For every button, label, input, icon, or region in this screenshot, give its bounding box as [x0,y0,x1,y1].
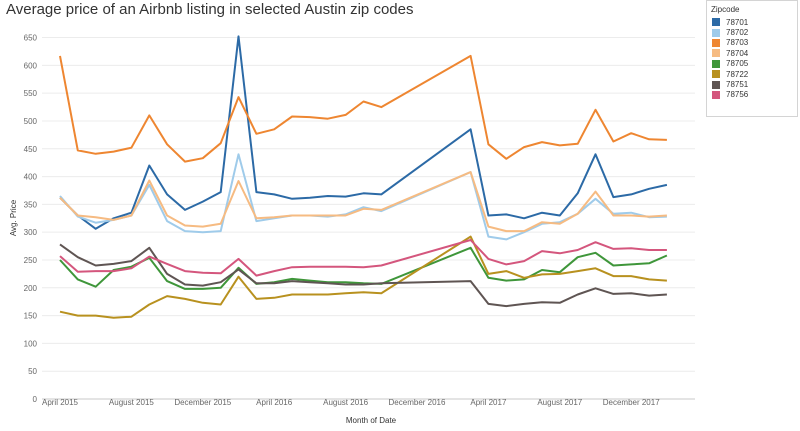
y-axis-title: Avg. Price [9,199,18,236]
legend-label: 78702 [726,28,749,38]
line-chart: 050100150200250300350400450500550600650 … [9,34,695,425]
legend-item-78705[interactable]: 78705 [707,59,797,69]
series-line-78751[interactable] [59,243,667,308]
legend-item-78702[interactable]: 78702 [707,27,797,37]
legend-items: 78701 78702 78703 78704 78705 78722 78751 78756 [707,17,797,100]
y-tick-label: 650 [24,34,38,43]
series-line-78703[interactable] [59,54,667,163]
legend-label: 78756 [726,90,749,100]
legend-swatch [712,28,720,37]
legend-item-78703[interactable]: 78703 [707,38,797,48]
series-line-78722[interactable] [59,235,667,319]
legend-item-78722[interactable]: 78722 [707,69,797,79]
x-axis-ticks: April 2015 August 2015 December 2015 April … [42,398,660,407]
x-tick-label: August 2015 [109,398,154,407]
y-tick-label: 100 [24,339,38,348]
y-tick-label: 550 [24,89,38,98]
legend-item-78751[interactable]: 78751 [707,79,797,89]
y-tick-label: 200 [24,284,38,293]
legend-label: 78701 [726,17,749,27]
x-tick-label: August 2016 [323,398,368,407]
legend-item-78701[interactable]: 78701 [707,17,797,27]
legend-title: Zipcode [711,5,740,14]
legend-label: 78704 [726,48,749,58]
x-tick-label: August 2017 [537,398,582,407]
x-axis-title: Month of Date [346,416,397,425]
legend: Zipcode 78701 78702 78703 78704 78705 78722 78… [706,0,798,117]
legend-swatch [712,49,720,58]
legend-swatch [712,38,720,47]
legend-item-78756[interactable]: 78756 [707,90,797,100]
legend-swatch [712,80,720,89]
legend-swatch [712,18,720,27]
legend-swatch [712,90,720,99]
x-tick-label: December 2016 [389,398,446,407]
x-tick-label: April 2015 [42,398,79,407]
x-tick-label: April 2016 [256,398,293,407]
y-tick-label: 500 [24,117,38,126]
y-tick-label: 400 [24,173,38,182]
legend-swatch [712,59,720,68]
legend-label: 78705 [726,59,749,69]
y-tick-label: 250 [24,256,38,265]
legend-item-78704[interactable]: 78704 [707,48,797,58]
legend-label: 78703 [726,38,749,48]
series-line-78705[interactable] [59,246,668,290]
y-tick-label: 350 [24,200,38,209]
y-tick-label: 0 [33,395,38,404]
series-line-78701[interactable] [59,35,668,230]
series-line-78756[interactable] [59,239,667,277]
legend-swatch [712,70,720,79]
x-tick-label: April 2017 [470,398,507,407]
y-axis-ticks: 0 50 100 150 200 250 300 350 400 450 500 550 600 650 [24,34,38,404]
y-tick-label: 450 [24,145,38,154]
y-tick-label: 50 [28,367,37,376]
series-lines [59,35,668,319]
legend-label: 78722 [726,69,749,79]
y-tick-label: 150 [24,312,38,321]
x-tick-label: December 2015 [174,398,231,407]
y-tick-label: 300 [24,228,38,237]
series-line-78704[interactable] [59,171,667,233]
gridlines [42,37,695,400]
legend-label: 78751 [726,80,749,90]
chart-title: Average price of an Airbnb listing in se… [6,1,414,18]
x-tick-label: December 2017 [603,398,660,407]
y-tick-label: 600 [24,61,38,70]
